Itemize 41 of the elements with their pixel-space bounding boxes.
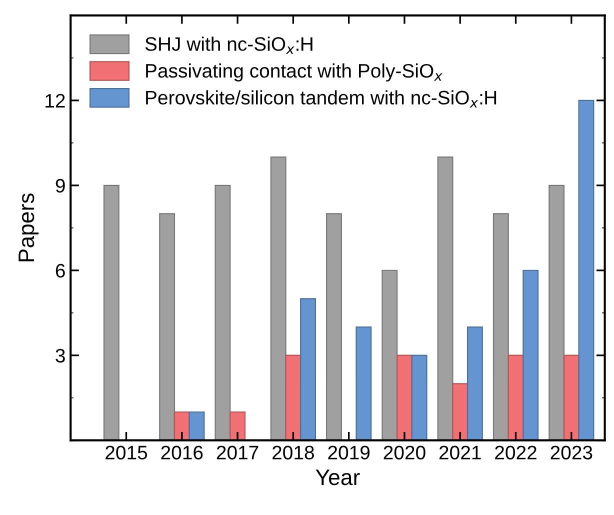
bar [103, 184, 120, 440]
bar [382, 270, 398, 440]
bar [508, 354, 524, 440]
x-tick-label: 2019 [328, 446, 370, 460]
x-tick-label: 2015 [106, 446, 148, 460]
x-tick-label: 2020 [384, 446, 426, 460]
bar [548, 184, 565, 440]
bar [437, 156, 454, 440]
y-tick-label: 9 [56, 178, 65, 193]
legend-label: Perovskite/silicon tandem with nc-SiO$_{x}$:H [146, 90, 496, 108]
bar [174, 411, 190, 440]
x-axis-title: Year [316, 470, 360, 486]
bar [214, 184, 231, 440]
x-tick-label: 2018 [272, 446, 314, 460]
bar [270, 156, 286, 440]
bar [159, 213, 176, 440]
x-tick-label: 2022 [495, 446, 536, 460]
bar [411, 354, 428, 440]
x-tick-label: 2017 [216, 446, 258, 460]
bar [563, 354, 580, 440]
bar [230, 411, 246, 440]
x-tick-label: 2016 [161, 446, 203, 460]
bar [466, 326, 483, 440]
bar [326, 213, 342, 440]
y-tick-label: 6 [56, 264, 65, 278]
x-tick-label: 2021 [439, 446, 481, 460]
bar [396, 354, 412, 440]
y-tick-label: 12 [46, 94, 65, 108]
bar [285, 354, 302, 440]
bar [492, 213, 509, 440]
bar [356, 326, 372, 440]
y-axis-title: Papers [18, 193, 39, 262]
legend-label: SHJ with nc-SiO$_{x}$:H [145, 36, 312, 54]
legend-label: Passivating contact with Poly-SiO$_{x}$ [146, 63, 442, 82]
bar [300, 298, 316, 440]
bar [578, 100, 594, 440]
bar [188, 411, 205, 440]
bar [452, 383, 468, 440]
x-tick-label: 2023 [550, 446, 592, 460]
y-tick-label: 3 [56, 348, 65, 363]
bar [522, 270, 539, 440]
